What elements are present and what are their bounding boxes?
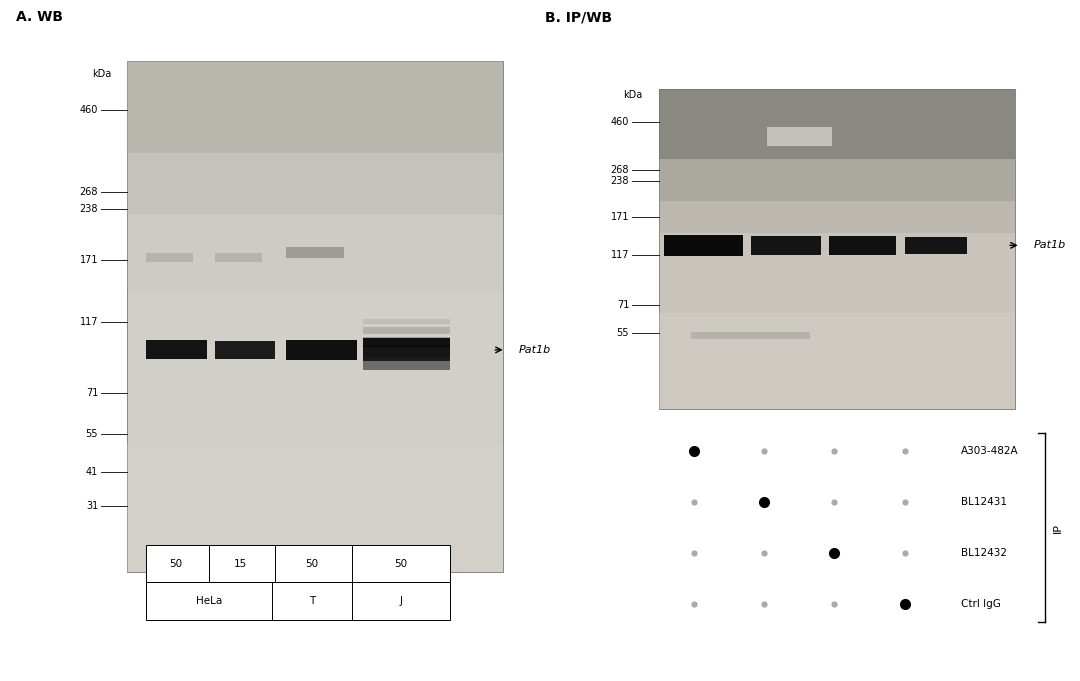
Text: 238: 238 — [80, 204, 98, 215]
Text: kDa: kDa — [623, 90, 643, 99]
Bar — [363, 319, 450, 324]
Bar — [751, 236, 821, 255]
Text: J: J — [400, 596, 403, 606]
Text: 171: 171 — [80, 255, 98, 266]
Text: 55: 55 — [617, 328, 629, 338]
Text: 268: 268 — [610, 165, 629, 175]
Text: T: T — [309, 596, 315, 606]
Text: Pat1b: Pat1b — [1034, 240, 1066, 251]
Bar — [659, 159, 1015, 200]
Text: B. IP/WB: B. IP/WB — [545, 10, 612, 25]
Text: Pat1b: Pat1b — [518, 345, 551, 355]
Bar — [215, 341, 275, 359]
Bar — [767, 127, 832, 146]
Bar — [363, 327, 450, 334]
Bar — [659, 89, 1015, 159]
Bar — [146, 340, 206, 360]
Bar — [659, 201, 1015, 233]
Text: 460: 460 — [610, 117, 629, 127]
Text: A. WB: A. WB — [16, 10, 63, 25]
Text: 55: 55 — [85, 429, 98, 439]
Text: 268: 268 — [80, 187, 98, 197]
Bar — [659, 313, 1015, 409]
Bar — [363, 347, 450, 358]
Bar — [286, 340, 357, 360]
Text: 117: 117 — [80, 317, 98, 327]
Text: 171: 171 — [610, 212, 629, 221]
Bar — [127, 444, 503, 572]
Text: 50: 50 — [170, 558, 183, 569]
Text: kDa: kDa — [92, 69, 111, 79]
Bar — [146, 582, 450, 620]
Text: 117: 117 — [610, 250, 629, 260]
Bar — [664, 235, 743, 255]
Text: BL12431: BL12431 — [961, 497, 1008, 507]
Text: 50: 50 — [394, 558, 407, 569]
Bar — [363, 358, 450, 370]
Bar — [363, 338, 450, 362]
Text: 71: 71 — [85, 388, 98, 398]
Text: 15: 15 — [234, 558, 247, 569]
Bar — [905, 236, 967, 254]
Bar — [127, 61, 503, 153]
Text: IP: IP — [1053, 523, 1063, 533]
Bar — [127, 215, 503, 291]
Text: HeLa: HeLa — [195, 596, 221, 606]
Text: 41: 41 — [86, 467, 98, 477]
Bar — [363, 336, 450, 345]
Bar — [215, 253, 262, 262]
Bar — [691, 332, 810, 339]
Bar — [286, 247, 345, 258]
Bar — [127, 61, 503, 572]
Bar — [146, 545, 450, 582]
Text: Ctrl IgG: Ctrl IgG — [961, 599, 1001, 609]
Text: 71: 71 — [617, 300, 629, 310]
Bar — [146, 253, 193, 262]
Text: 50: 50 — [306, 558, 319, 569]
Text: A303-482A: A303-482A — [961, 446, 1018, 456]
Text: 460: 460 — [80, 105, 98, 115]
Text: BL12432: BL12432 — [961, 548, 1008, 558]
Text: 238: 238 — [610, 176, 629, 187]
Bar — [829, 236, 896, 255]
Bar — [659, 89, 1015, 409]
Bar — [127, 153, 503, 215]
Text: 31: 31 — [86, 501, 98, 511]
